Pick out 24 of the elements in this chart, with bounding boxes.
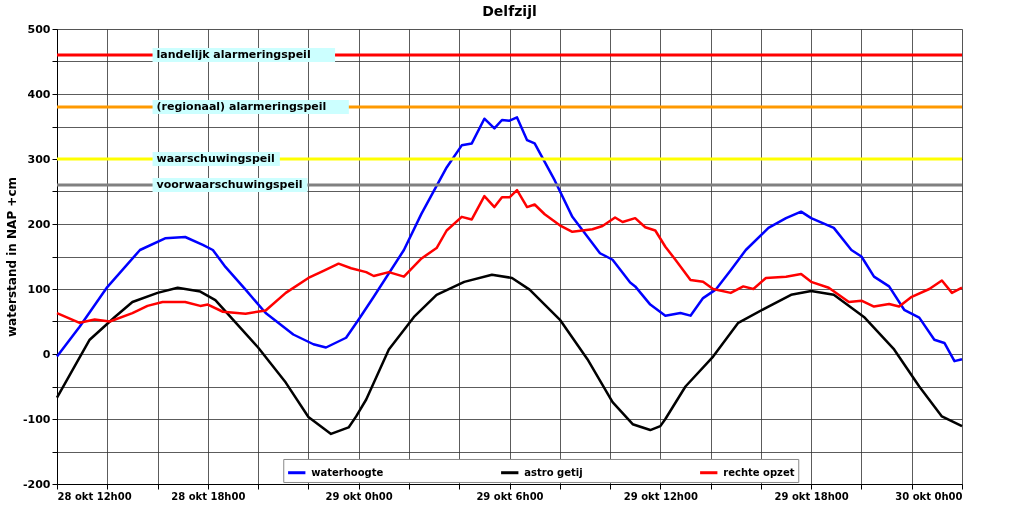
x-tick-label: 29 okt 18h00 xyxy=(774,490,849,502)
legend-label: rechte opzet xyxy=(723,466,795,478)
y-tick-label: 400 xyxy=(27,87,51,101)
x-tick-label: 29 okt 0h00 xyxy=(325,490,393,502)
x-tick-label: 29 okt 6h00 xyxy=(476,490,544,502)
y-axis-title: waterstand in NAP +cm xyxy=(4,176,19,338)
x-tick-label: 28 okt 18h00 xyxy=(171,490,246,502)
y-tick-label: 0 xyxy=(42,347,51,361)
y-tick-label: 500 xyxy=(27,22,51,36)
chart-title: Delfzijl xyxy=(482,3,537,19)
ref-line-label: waarschuwingspeil xyxy=(156,152,275,165)
ref-line-label: landelijk alarmeringspeil xyxy=(156,48,311,61)
y-tick-label: 100 xyxy=(27,282,51,296)
y-tick-label: 300 xyxy=(27,152,51,166)
ref-line-label: (regionaal) alarmeringspeil xyxy=(156,100,327,113)
x-tick-label: 29 okt 12h00 xyxy=(623,490,698,502)
legend-label: waterhoogte xyxy=(311,466,384,478)
ref-line-label: voorwaarschuwingspeil xyxy=(156,178,303,191)
y-tick-label: -100 xyxy=(22,412,51,426)
y-tick-label: 200 xyxy=(27,217,51,231)
x-tick-label: 30 okt 0h00 xyxy=(895,490,963,502)
legend-label: astro getij xyxy=(524,466,583,478)
x-tick-label: 28 okt 12h00 xyxy=(57,490,132,502)
y-tick-label: -200 xyxy=(22,477,51,491)
